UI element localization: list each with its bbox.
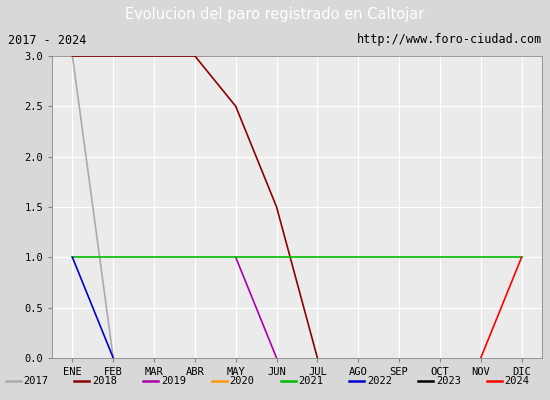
Text: 2019: 2019 — [161, 376, 186, 386]
Text: http://www.foro-ciudad.com: http://www.foro-ciudad.com — [356, 34, 542, 46]
Text: Evolucion del paro registrado en Caltojar: Evolucion del paro registrado en Caltoja… — [125, 6, 425, 22]
Text: 2020: 2020 — [230, 376, 255, 386]
Text: 2017: 2017 — [23, 376, 48, 386]
Text: 2024: 2024 — [505, 376, 530, 386]
Text: 2023: 2023 — [436, 376, 461, 386]
Text: 2022: 2022 — [367, 376, 392, 386]
Text: 2021: 2021 — [298, 376, 323, 386]
Text: 2017 - 2024: 2017 - 2024 — [8, 34, 87, 46]
Text: 2018: 2018 — [92, 376, 117, 386]
